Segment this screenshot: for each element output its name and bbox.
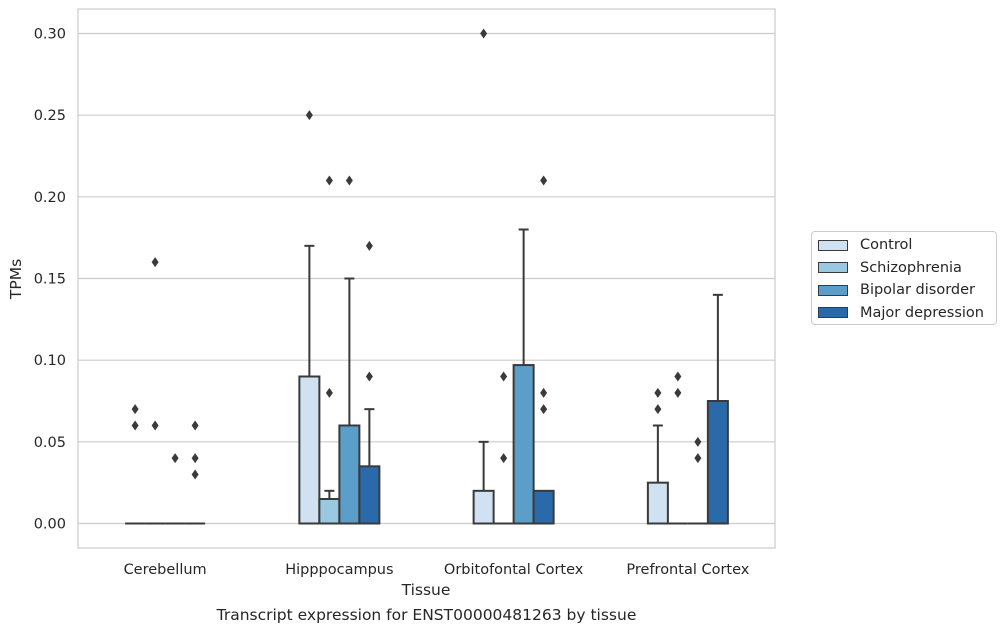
outlier-point <box>151 257 159 268</box>
outlier-point <box>191 453 199 464</box>
x-tick-label: Prefrontal Cortex <box>626 562 749 578</box>
y-tick-label: 0.05 <box>34 435 66 451</box>
box-body <box>338 424 361 525</box>
box-bipolar-disorder <box>165 453 186 525</box>
box-schizophrenia <box>667 371 688 525</box>
box-body <box>532 489 555 525</box>
outlier-point <box>694 436 702 447</box>
x-axis-label: Tissue <box>401 581 451 599</box>
legend: Control Schizophrenia Bipolar disorder Majo… <box>811 231 997 325</box>
chart-caption: Transcript expression for ENST0000048126… <box>216 606 637 624</box>
boxes <box>125 28 729 525</box>
outlier-point <box>171 453 179 464</box>
plot-frame <box>77 8 776 549</box>
legend-item: Major depression <box>818 303 984 323</box>
outlier-point <box>131 404 139 415</box>
box-bipolar-disorder <box>687 436 708 525</box>
box-bipolar-disorder <box>338 175 361 525</box>
box-major-depression <box>532 175 555 525</box>
legend-label: Bipolar disorder <box>860 282 975 298</box>
y-tick-label: 0.15 <box>34 272 66 288</box>
box-control <box>646 387 669 525</box>
box-major-depression <box>706 293 729 525</box>
outlier-point <box>365 371 373 382</box>
outlier-point <box>191 469 199 480</box>
box-body <box>318 498 341 525</box>
box-control <box>298 110 321 525</box>
y-tick-label: 0.10 <box>34 353 66 369</box>
box-body <box>512 364 535 525</box>
box-schizophrenia <box>318 175 341 525</box>
outlier-point <box>540 175 548 186</box>
outlier-point <box>325 387 333 398</box>
legend-swatch <box>818 284 848 296</box>
outlier-point <box>540 404 548 415</box>
x-tick-labels: Cerebellum Hipppocampus Orbitofontal Corte… <box>124 562 750 578</box>
outlier-point <box>654 387 662 398</box>
box-major-depression <box>185 420 206 525</box>
outlier-point <box>694 453 702 464</box>
box-control <box>472 28 495 525</box>
y-tick-label: 0.20 <box>34 190 66 206</box>
box-control <box>125 404 146 525</box>
box-schizophrenia <box>493 371 514 525</box>
outlier-point <box>540 387 548 398</box>
y-tick-label: 0.00 <box>34 517 66 533</box>
gridlines <box>78 32 775 525</box>
y-tick-labels: 0.00 0.05 0.10 0.15 0.20 0.25 0.30 <box>34 27 66 533</box>
y-tick-label: 0.30 <box>34 27 66 43</box>
legend-item: Schizophrenia <box>818 258 962 278</box>
outlier-point <box>151 420 159 431</box>
box-body <box>472 489 495 525</box>
box-schizophrenia <box>145 257 166 525</box>
legend-item: Bipolar disorder <box>818 280 975 300</box>
box-body <box>646 481 669 525</box>
outlier-point <box>345 175 353 186</box>
box-body <box>358 465 381 525</box>
legend-item: Control <box>818 235 912 255</box>
legend-label: Schizophrenia <box>860 259 962 276</box>
y-axis-label: TPMs <box>7 259 25 300</box>
outlier-point <box>654 404 662 415</box>
outlier-point <box>480 28 488 39</box>
legend-swatch <box>818 239 848 251</box>
x-tick-label: Hipppocampus <box>285 562 393 578</box>
outlier-point <box>365 240 373 251</box>
box-bipolar-disorder <box>512 228 535 525</box>
outlier-point <box>305 110 313 121</box>
outlier-point <box>191 420 199 431</box>
outlier-point <box>131 420 139 431</box>
legend-label: Major depression <box>860 304 984 321</box>
x-tick-label: Orbitofontal Cortex <box>444 562 584 578</box>
outlier-point <box>674 387 682 398</box>
outlier-point <box>325 175 333 186</box>
x-tick-label: Cerebellum <box>124 562 207 578</box>
outlier-point <box>500 453 508 464</box>
box-body <box>706 400 729 525</box>
box-major-depression <box>358 240 381 525</box>
outlier-point <box>674 371 682 382</box>
legend-swatch <box>818 262 848 273</box>
box-body <box>298 375 321 525</box>
outlier-point <box>500 371 508 382</box>
legend-label: Control <box>860 237 913 253</box>
legend-swatch <box>818 307 848 318</box>
y-tick-label: 0.25 <box>34 108 66 124</box>
